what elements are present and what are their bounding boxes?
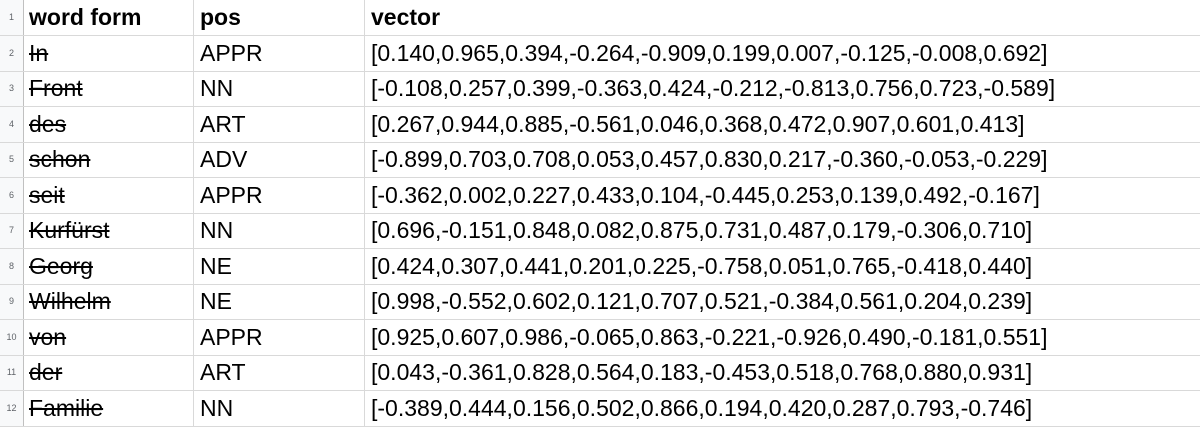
header-row: 1 word form pos vector	[0, 0, 1200, 36]
row-number[interactable]: 7	[0, 213, 24, 248]
word-form-cell[interactable]: schon	[24, 142, 194, 177]
header-pos[interactable]: pos	[194, 0, 365, 35]
word-form-text: des	[29, 110, 67, 137]
header-vector[interactable]: vector	[371, 4, 441, 30]
word-form-text: Kurfürst	[29, 217, 110, 244]
vector-cell[interactable]: [-0.899,0.703,0.708,0.053,0.457,0.830,0.…	[371, 146, 1048, 173]
word-form-text: von	[29, 323, 67, 350]
word-form-text: Wilhelm	[29, 288, 111, 315]
word-form-cell[interactable]: der	[24, 355, 194, 390]
word-form-text: seit	[29, 181, 65, 208]
word-form-cell[interactable]: seit	[24, 178, 194, 213]
vector-cell[interactable]: [0.267,0.944,0.885,-0.561,0.046,0.368,0.…	[371, 110, 1025, 137]
table-row: 6 seit APPR [-0.362,0.002,0.227,0.433,0.104…	[0, 178, 1200, 214]
row-number[interactable]: 3	[0, 71, 24, 106]
pos-cell[interactable]: NN	[194, 71, 365, 106]
vector-cell[interactable]: [0.043,-0.361,0.828,0.564,0.183,-0.453,0…	[371, 359, 1033, 386]
table-row: 12 Familie NN [-0.389,0.444,0.156,0.502,0.8…	[0, 391, 1200, 427]
pos-cell[interactable]: ART	[194, 355, 365, 390]
pos-cell[interactable]: NE	[194, 284, 365, 319]
word-form-cell[interactable]: Front	[24, 71, 194, 106]
table-row: 11 der ART [0.043,-0.361,0.828,0.564,0.183,…	[0, 355, 1200, 391]
word-form-text: Georg	[29, 252, 93, 279]
vector-cell[interactable]: [0.925,0.607,0.986,-0.065,0.863,-0.221,-…	[371, 323, 1048, 350]
pos-cell[interactable]: NE	[194, 249, 365, 284]
table-body: 2 In APPR [0.140,0.965,0.394,-0.264,-0.909,…	[0, 36, 1200, 427]
row-number[interactable]: 11	[0, 355, 24, 390]
table-row: 9 Wilhelm NE [0.998,-0.552,0.602,0.121,0.70…	[0, 284, 1200, 320]
table-row: 4 des ART [0.267,0.944,0.885,-0.561,0.046,0…	[0, 107, 1200, 143]
pos-cell[interactable]: NN	[194, 391, 365, 426]
table-row: 10 von APPR [0.925,0.607,0.986,-0.065,0.863…	[0, 320, 1200, 356]
vector-cell[interactable]: [-0.362,0.002,0.227,0.433,0.104,-0.445,0…	[371, 181, 1040, 208]
word-form-text: Front	[29, 75, 83, 102]
word-form-text: Familie	[29, 394, 104, 421]
vector-cell[interactable]: [0.696,-0.151,0.848,0.082,0.875,0.731,0.…	[371, 217, 1033, 244]
word-form-text: In	[29, 39, 49, 66]
word-form-cell[interactable]: In	[24, 36, 194, 71]
word-form-cell[interactable]: Wilhelm	[24, 284, 194, 319]
vector-cell[interactable]: [0.998,-0.552,0.602,0.121,0.707,0.521,-0…	[371, 288, 1033, 315]
pos-cell[interactable]: ART	[194, 107, 365, 142]
row-number[interactable]: 6	[0, 178, 24, 213]
header-word-form[interactable]: word form	[24, 0, 194, 35]
pos-cell[interactable]: APPR	[194, 320, 365, 355]
row-number[interactable]: 8	[0, 249, 24, 284]
row-number[interactable]: 4	[0, 107, 24, 142]
vector-cell[interactable]: [0.140,0.965,0.394,-0.264,-0.909,0.199,0…	[371, 39, 1048, 66]
table-row: 7 Kurfürst NN [0.696,-0.151,0.848,0.082,0.8…	[0, 213, 1200, 249]
row-number[interactable]: 10	[0, 320, 24, 355]
row-number[interactable]: 12	[0, 391, 24, 426]
word-form-cell[interactable]: Georg	[24, 249, 194, 284]
table-row: 3 Front NN [-0.108,0.257,0.399,-0.363,0.424…	[0, 71, 1200, 107]
table-row: 8 Georg NE [0.424,0.307,0.441,0.201,0.225,-…	[0, 249, 1200, 285]
vector-cell[interactable]: [0.424,0.307,0.441,0.201,0.225,-0.758,0.…	[371, 252, 1033, 279]
word-form-cell[interactable]: Familie	[24, 391, 194, 426]
row-number[interactable]: 9	[0, 284, 24, 319]
row-number[interactable]: 5	[0, 142, 24, 177]
word-form-cell[interactable]: Kurfürst	[24, 213, 194, 248]
word-form-text: schon	[29, 146, 91, 173]
vector-cell[interactable]: [-0.108,0.257,0.399,-0.363,0.424,-0.212,…	[371, 75, 1056, 102]
row-number[interactable]: 2	[0, 36, 24, 71]
row-number[interactable]: 1	[0, 0, 24, 35]
pos-cell[interactable]: APPR	[194, 36, 365, 71]
table-row: 2 In APPR [0.140,0.965,0.394,-0.264,-0.909,…	[0, 36, 1200, 72]
pos-cell[interactable]: ADV	[194, 142, 365, 177]
vector-cell[interactable]: [-0.389,0.444,0.156,0.502,0.866,0.194,0.…	[371, 394, 1033, 421]
pos-cell[interactable]: NN	[194, 213, 365, 248]
pos-cell[interactable]: APPR	[194, 178, 365, 213]
word-form-cell[interactable]: von	[24, 320, 194, 355]
word-form-cell[interactable]: des	[24, 107, 194, 142]
table-row: 5 schon ADV [-0.899,0.703,0.708,0.053,0.457…	[0, 142, 1200, 178]
word-form-text: der	[29, 359, 63, 386]
